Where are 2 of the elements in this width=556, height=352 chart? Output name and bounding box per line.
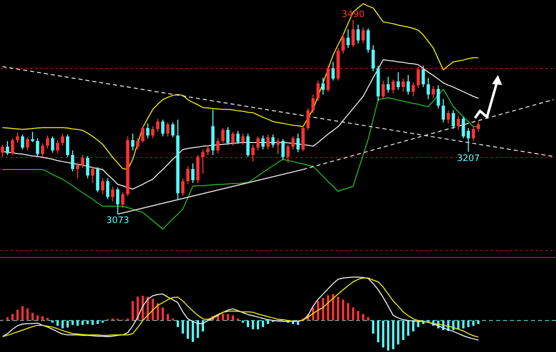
annotation: 3073 xyxy=(106,216,130,226)
annotation: 3207 xyxy=(456,154,480,164)
